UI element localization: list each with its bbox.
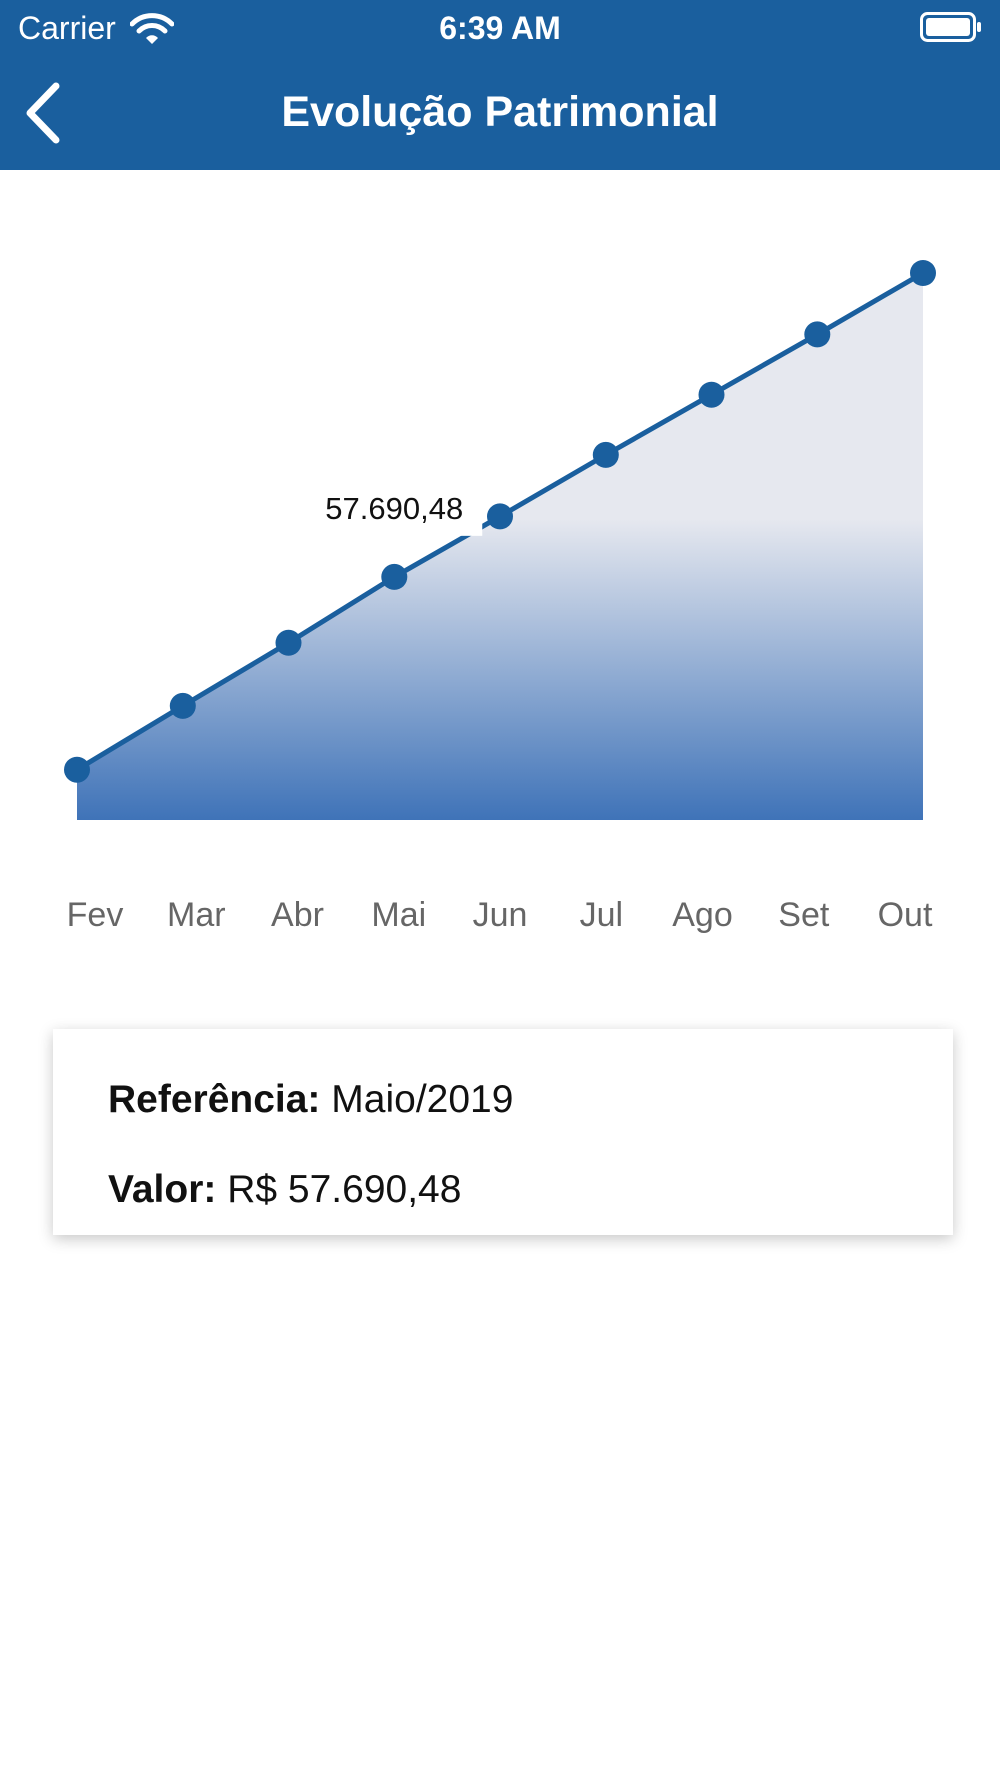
battery-icon bbox=[920, 12, 981, 42]
value-tooltip: 57.690,48 bbox=[306, 479, 483, 546]
reference-label: Referência: bbox=[108, 1078, 321, 1121]
data-point-jul[interactable] bbox=[592, 441, 619, 468]
x-tick-label: Fev bbox=[67, 896, 124, 934]
tooltip-box bbox=[306, 479, 483, 536]
x-tick-label: Mar bbox=[167, 896, 226, 934]
data-point-ago[interactable] bbox=[698, 381, 725, 408]
back-button[interactable] bbox=[14, 78, 78, 148]
wifi-icon bbox=[130, 13, 174, 44]
x-tick-label: Out bbox=[878, 896, 933, 934]
chevron-left-icon bbox=[26, 82, 60, 144]
details-card: Referência: Maio/2019 Valor: R$ 57.690,4… bbox=[53, 1029, 953, 1235]
x-tick-label: Mai bbox=[371, 896, 426, 934]
data-point-fev[interactable] bbox=[64, 756, 90, 783]
x-tick-label: Ago bbox=[672, 896, 733, 934]
data-point-abr[interactable] bbox=[275, 629, 302, 656]
navigation-bar: Carrier 6:39 AM Evolução Patrimonial bbox=[0, 0, 1000, 170]
value-row: Valor: R$ 57.690,48 bbox=[108, 1165, 461, 1215]
reference-row: Referência: Maio/2019 bbox=[108, 1075, 513, 1125]
data-point-set[interactable] bbox=[804, 321, 831, 348]
series-area bbox=[77, 273, 923, 820]
data-point-mar[interactable] bbox=[169, 692, 196, 719]
tooltip-pointer bbox=[385, 535, 404, 546]
page-title: Evolução Patrimonial bbox=[281, 88, 719, 136]
x-tick-label: Jul bbox=[580, 896, 623, 934]
value-label: Valor: bbox=[108, 1168, 217, 1211]
tooltip-label: 57.690,48 bbox=[325, 491, 463, 526]
value-amount: R$ 57.690,48 bbox=[227, 1168, 462, 1211]
data-point-jun[interactable] bbox=[487, 503, 513, 530]
carrier-label: Carrier bbox=[18, 10, 116, 46]
data-point-out[interactable] bbox=[910, 260, 936, 286]
reference-value: Maio/2019 bbox=[331, 1078, 514, 1121]
x-tick-label: Set bbox=[778, 896, 830, 934]
area-chart: 57.690,48 Fev Mar Abr Mai Jun Jul Ago Set Out bbox=[64, 260, 936, 934]
status-time: 6:39 AM bbox=[439, 10, 561, 46]
x-tick-label: Abr bbox=[271, 896, 324, 934]
data-point-mai[interactable] bbox=[381, 563, 408, 590]
x-tick-label: Jun bbox=[473, 896, 528, 934]
